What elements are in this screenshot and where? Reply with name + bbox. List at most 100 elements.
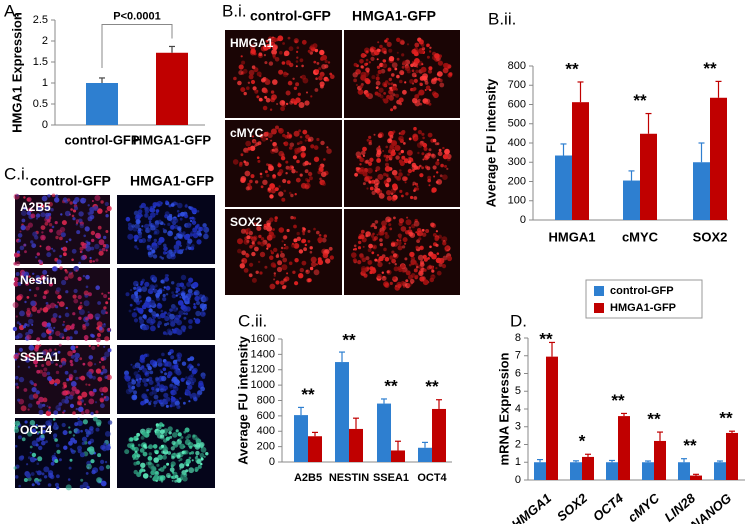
cell-spot	[401, 160, 404, 163]
cell-spot	[358, 156, 361, 159]
cell-spot	[65, 396, 69, 400]
cell-spot	[47, 376, 53, 382]
bar	[308, 436, 322, 462]
cell-spot	[388, 56, 395, 62]
cell-spot	[188, 375, 193, 380]
cell-spot	[156, 200, 163, 207]
cell-spot	[69, 201, 73, 205]
cell-spot	[89, 256, 92, 260]
cell-spot	[132, 457, 136, 461]
cell-spot	[173, 377, 177, 381]
cell-spot	[56, 474, 60, 479]
cell-spot	[251, 277, 257, 283]
cell-spot	[166, 274, 169, 277]
cell-spot	[78, 316, 82, 320]
cell-spot	[156, 399, 159, 402]
cell-spot	[42, 424, 47, 429]
cell-spot	[291, 166, 294, 169]
cell-spot	[328, 246, 333, 251]
cell-spot	[125, 216, 131, 222]
cell-spot	[17, 281, 22, 286]
cell-spot	[92, 416, 98, 422]
cell-spot	[173, 452, 176, 455]
bar	[690, 475, 702, 480]
x-tick-label: cMYC	[622, 229, 659, 244]
cell-spot	[438, 148, 442, 152]
bar	[678, 462, 690, 480]
cell-spot	[352, 258, 357, 263]
cell-spot	[147, 288, 154, 295]
cell-spot	[422, 75, 428, 81]
cell-spot	[84, 403, 86, 406]
annotation: **	[611, 391, 625, 410]
cell-spot	[19, 245, 25, 251]
cell-spot	[58, 315, 62, 319]
cell-spot	[424, 81, 429, 85]
cell-spot	[136, 460, 141, 465]
cell-spot	[414, 136, 419, 141]
cell-spot	[418, 237, 422, 241]
cell-spot	[80, 241, 85, 246]
cell-spot	[101, 323, 106, 328]
cell-spot	[103, 396, 107, 399]
cell-spot	[87, 311, 90, 314]
cell-spot	[34, 364, 38, 368]
cell-spot	[355, 83, 358, 87]
cell-spot	[286, 131, 290, 134]
cell-spot	[314, 48, 319, 53]
cell-spot	[239, 263, 245, 269]
bar	[642, 462, 654, 480]
cell-spot	[196, 459, 202, 465]
cell-spot	[74, 428, 78, 433]
cell-spot	[151, 386, 155, 391]
cell-spot	[77, 400, 82, 405]
cell-spot	[148, 220, 152, 224]
cell-spot	[302, 232, 306, 236]
cell-spot	[301, 74, 306, 80]
cell-spot	[302, 129, 308, 135]
cell-spot	[418, 39, 424, 45]
cell-spot	[163, 311, 167, 315]
cell-spot	[27, 403, 33, 408]
cell-spot	[75, 345, 79, 349]
cell-spot	[327, 61, 331, 64]
cell-spot	[318, 75, 323, 81]
cell-spot	[133, 371, 139, 376]
cell-spot	[38, 259, 43, 264]
cell-spot	[396, 74, 400, 79]
cell-spot	[323, 158, 326, 161]
cell-spot	[189, 223, 192, 226]
cell-spot	[280, 246, 284, 250]
cell-spot	[101, 292, 104, 295]
cell-spot	[38, 445, 43, 451]
cell-spot	[80, 429, 83, 433]
cell-spot	[22, 325, 26, 329]
cell-spot	[125, 388, 132, 395]
cell-spot	[55, 305, 59, 309]
cell-spot	[125, 292, 130, 297]
cell-spot	[435, 230, 438, 233]
cell-spot	[378, 87, 384, 93]
cell-spot	[78, 211, 84, 217]
cell-spot	[30, 201, 34, 204]
cell-spot	[70, 354, 75, 359]
cell-spot	[281, 61, 286, 65]
cell-spot	[440, 163, 444, 168]
cell-spot	[23, 478, 28, 482]
cell-spot	[196, 239, 202, 245]
cell-spot	[46, 405, 49, 408]
cell-spot	[18, 347, 23, 352]
cell-spot	[48, 333, 52, 336]
cell-spot	[177, 432, 182, 437]
cell-spot	[106, 205, 112, 212]
cell-spot	[152, 254, 158, 259]
cell-spot	[409, 232, 416, 238]
cell-spot	[127, 385, 131, 389]
cell-spot	[173, 244, 180, 251]
cell-spot	[42, 371, 48, 377]
cell-spot	[172, 432, 178, 438]
cell-spot	[366, 50, 369, 53]
cell-spot	[240, 177, 246, 183]
cell-spot	[280, 156, 286, 161]
cell-spot	[426, 166, 431, 171]
